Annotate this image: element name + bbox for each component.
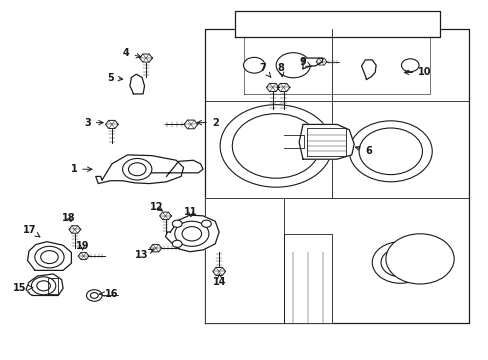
Polygon shape bbox=[140, 54, 152, 62]
Polygon shape bbox=[130, 74, 144, 94]
Text: 1: 1 bbox=[70, 164, 92, 174]
Text: 13: 13 bbox=[135, 249, 154, 260]
Text: 14: 14 bbox=[213, 274, 226, 287]
Circle shape bbox=[182, 226, 201, 241]
Polygon shape bbox=[69, 226, 81, 233]
Circle shape bbox=[35, 246, 64, 268]
Polygon shape bbox=[283, 234, 331, 323]
Polygon shape bbox=[183, 120, 197, 129]
Text: 11: 11 bbox=[184, 207, 197, 217]
Text: 3: 3 bbox=[84, 118, 103, 128]
Circle shape bbox=[371, 242, 428, 283]
Circle shape bbox=[37, 281, 50, 291]
Circle shape bbox=[172, 240, 182, 247]
Polygon shape bbox=[266, 84, 279, 91]
Circle shape bbox=[401, 59, 418, 72]
Circle shape bbox=[232, 114, 320, 178]
Circle shape bbox=[276, 53, 310, 78]
Polygon shape bbox=[234, 12, 439, 37]
Text: 10: 10 bbox=[404, 67, 431, 77]
Text: 17: 17 bbox=[23, 225, 40, 237]
Circle shape bbox=[385, 234, 453, 284]
Polygon shape bbox=[303, 58, 322, 69]
Circle shape bbox=[174, 221, 208, 246]
Polygon shape bbox=[205, 198, 283, 323]
Polygon shape bbox=[299, 125, 353, 159]
Polygon shape bbox=[96, 155, 183, 184]
Text: 19: 19 bbox=[76, 241, 89, 251]
Polygon shape bbox=[27, 242, 71, 270]
Polygon shape bbox=[105, 120, 118, 129]
Text: 6: 6 bbox=[355, 146, 371, 156]
Circle shape bbox=[220, 105, 331, 187]
Text: 16: 16 bbox=[99, 289, 119, 299]
Text: 5: 5 bbox=[107, 73, 122, 83]
Polygon shape bbox=[159, 212, 171, 220]
Circle shape bbox=[243, 57, 264, 73]
Circle shape bbox=[86, 290, 102, 301]
Text: 8: 8 bbox=[277, 63, 284, 77]
Polygon shape bbox=[277, 84, 289, 91]
Polygon shape bbox=[78, 253, 89, 260]
Circle shape bbox=[201, 220, 211, 227]
Circle shape bbox=[380, 248, 419, 277]
Circle shape bbox=[348, 121, 431, 182]
Polygon shape bbox=[165, 215, 219, 252]
Text: 4: 4 bbox=[123, 48, 141, 58]
Polygon shape bbox=[316, 58, 326, 65]
Circle shape bbox=[31, 277, 56, 295]
Text: 15: 15 bbox=[13, 283, 33, 293]
Text: 7: 7 bbox=[259, 63, 270, 77]
Circle shape bbox=[358, 128, 422, 175]
Polygon shape bbox=[150, 244, 161, 252]
Polygon shape bbox=[361, 60, 375, 80]
Circle shape bbox=[172, 220, 182, 227]
Polygon shape bbox=[212, 267, 225, 275]
Text: 2: 2 bbox=[197, 118, 218, 128]
Circle shape bbox=[90, 293, 98, 298]
Circle shape bbox=[41, 251, 58, 264]
Polygon shape bbox=[205, 30, 468, 323]
Circle shape bbox=[122, 158, 152, 180]
Text: 9: 9 bbox=[299, 57, 311, 67]
Text: 18: 18 bbox=[62, 213, 76, 222]
Text: 12: 12 bbox=[150, 202, 163, 212]
Circle shape bbox=[128, 163, 146, 176]
Polygon shape bbox=[26, 274, 63, 296]
